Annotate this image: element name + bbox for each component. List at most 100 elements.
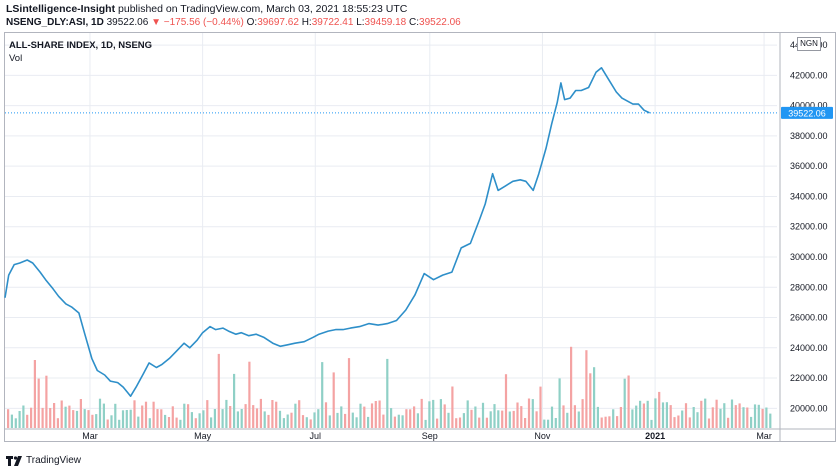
volume-bar: [593, 367, 596, 428]
volume-bar: [769, 413, 772, 428]
volume-bar: [286, 414, 289, 428]
volume-bar: [608, 416, 611, 428]
volume-bar: [696, 412, 699, 428]
footer: TradingView: [6, 455, 81, 466]
volume-bar: [612, 409, 615, 428]
volume-bar: [493, 404, 496, 428]
low-label: L:: [356, 17, 365, 28]
tradingview-brand[interactable]: TradingView: [26, 455, 82, 466]
x-tick-label: Mar: [82, 431, 98, 441]
high-value: 39722.41: [311, 17, 354, 28]
volume-bar: [144, 401, 148, 428]
volume-bar: [125, 410, 128, 428]
volume-bar: [206, 400, 209, 428]
volume-bar: [301, 415, 305, 428]
volume-bar: [7, 409, 10, 428]
currency-badge[interactable]: NGN: [797, 37, 821, 51]
volume-bar: [14, 418, 17, 428]
volume-bar: [466, 400, 469, 428]
volume-bar: [462, 413, 465, 428]
volume-bar: [252, 405, 255, 428]
price-change: −175.56 (−0.44%): [163, 17, 244, 28]
volume-bar: [570, 346, 573, 428]
volume-bar: [715, 399, 718, 428]
volume-bar: [18, 411, 21, 428]
volume-bar: [49, 408, 52, 428]
y-tick-label: 30000.00: [790, 252, 828, 262]
volume-bar: [229, 406, 232, 428]
volume-bar: [750, 416, 753, 428]
volume-bar: [30, 407, 33, 428]
volume-bar: [179, 419, 182, 428]
volume-bar: [141, 405, 144, 428]
volume-bar: [719, 408, 722, 428]
volume-bar: [562, 405, 565, 428]
volume-bar: [711, 407, 714, 428]
y-tick-label: 22000.00: [790, 373, 828, 383]
volume-bar: [577, 411, 580, 428]
volume-bar: [566, 412, 569, 428]
volume-bar: [600, 417, 603, 428]
volume-bar: [478, 417, 481, 428]
volume-bar: [447, 412, 450, 428]
volume-bar: [535, 411, 538, 428]
volume-bar: [240, 409, 243, 428]
volume-bar: [244, 404, 247, 428]
volume-bar: [642, 403, 645, 428]
author-name[interactable]: LSintelligence-Insight: [6, 3, 116, 15]
low-value: 39459.18: [364, 17, 407, 28]
price-series-line: [4, 67, 650, 398]
quote-bar: NSENG_DLY:ASI, 1D 39522.06 ▼ −175.56 (−0…: [6, 17, 461, 28]
volume-bar: [707, 418, 711, 428]
y-tick-label: 36000.00: [790, 161, 828, 171]
volume-bar: [405, 409, 408, 428]
volume-bar: [727, 417, 730, 428]
volume-bar: [416, 413, 419, 428]
volume-bar: [278, 410, 282, 428]
down-arrow-icon: ▼: [151, 17, 161, 28]
volume-bar: [160, 409, 163, 428]
volume-bar: [654, 398, 657, 428]
volume-bar: [313, 412, 316, 428]
grid-lines: [5, 33, 777, 428]
volume-bar: [133, 400, 136, 428]
volume-bar: [22, 405, 25, 428]
volume-bar: [616, 416, 619, 428]
volume-bar: [474, 406, 477, 428]
volume-bar: [213, 409, 216, 428]
volume-bar: [681, 410, 684, 428]
volume-bar: [118, 419, 121, 428]
volume-bar: [485, 417, 488, 428]
volume-bar: [233, 373, 236, 428]
volume-bar: [102, 403, 105, 428]
last-price-tag: [781, 106, 833, 119]
volume-bar: [550, 406, 554, 428]
volume-bar: [401, 415, 404, 428]
y-tick-label: 40000.00: [790, 101, 828, 111]
volume-bar: [436, 418, 439, 428]
volume-bar: [585, 350, 588, 428]
volume-bar: [148, 418, 151, 428]
volume-bar: [129, 409, 132, 428]
y-tick-label: 34000.00: [790, 191, 828, 201]
volume-bar: [501, 410, 504, 428]
volume-bar: [190, 412, 193, 428]
volume-bar: [305, 417, 308, 428]
y-tick-label: 24000.00: [790, 343, 828, 353]
volume-bar: [527, 398, 531, 428]
volume-bar: [271, 400, 274, 428]
volume-bar: [658, 391, 661, 428]
volume-bar: [255, 408, 259, 428]
volume-bar: [539, 386, 542, 428]
volume-bar: [194, 418, 197, 428]
x-tick-label: Jul: [310, 431, 322, 441]
volume-bar: [390, 408, 393, 428]
volume-bar: [171, 406, 174, 428]
x-axis[interactable]: Mar May Jul Sep Nov 2021 Mar: [82, 431, 772, 441]
y-axis[interactable]: 20000.00 22000.00 24000.00 26000.00 28000.00…: [781, 40, 833, 413]
volume-bar: [650, 419, 653, 428]
volume-bar: [259, 398, 262, 428]
x-tick-label: Nov: [534, 431, 551, 441]
volume-bar: [524, 418, 527, 428]
